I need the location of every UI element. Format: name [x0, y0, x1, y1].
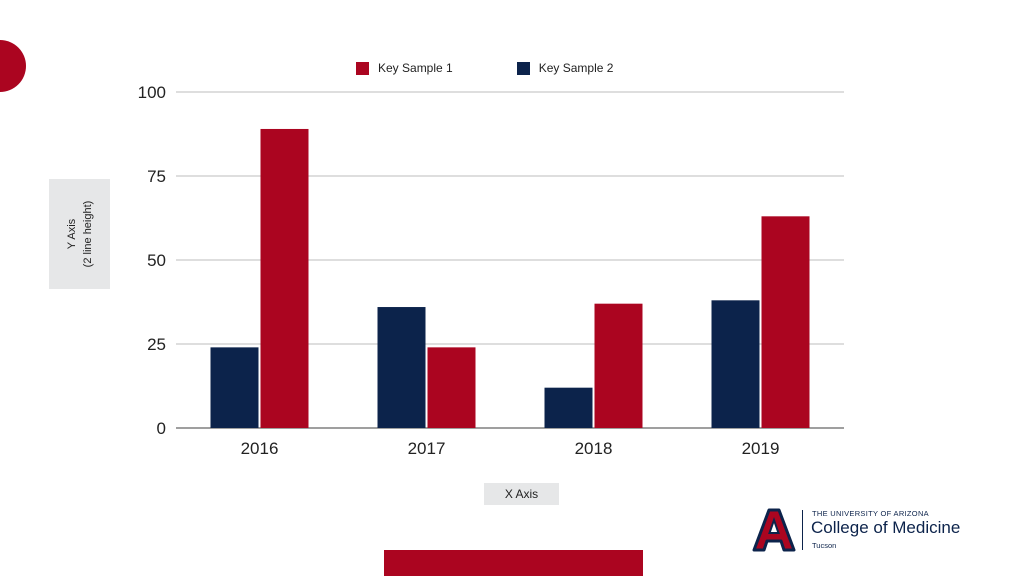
y-axis-label-line2: (2 line height): [81, 200, 94, 268]
x-tick-label-2017: 2017: [408, 439, 446, 458]
y-tick-label-25: 25: [147, 335, 166, 354]
x-axis-label-box: X Axis: [484, 483, 559, 505]
bar-key-sample-1-2016: [260, 128, 309, 428]
chart-legend: Key Sample 1 Key Sample 2: [356, 61, 613, 75]
y-axis-label: Y Axis (2 line height): [64, 201, 96, 268]
university-logo: THE UNIVERSITY OF ARIZONA College of Med…: [750, 506, 990, 556]
logo-divider: [802, 510, 803, 550]
university-of-arizona-a-logo-icon: [752, 508, 796, 552]
footer-red-bar: [384, 550, 643, 576]
bar-key-sample-2-2016: [210, 347, 259, 428]
y-tick-label-50: 50: [147, 251, 166, 270]
bar-key-sample-2-2018: [544, 387, 593, 428]
y-axis-label-line1: Y Axis: [65, 218, 78, 250]
bar-key-sample-1-2019: [761, 216, 810, 428]
legend-item-key-sample-1: Key Sample 1: [356, 61, 453, 75]
logo-college-name: College of Medicine: [811, 518, 961, 537]
x-tick-label-2019: 2019: [742, 439, 780, 458]
legend-item-key-sample-2: Key Sample 2: [516, 61, 614, 75]
x-tick-label-2018: 2018: [575, 439, 613, 458]
x-axis-label: X Axis: [504, 487, 539, 501]
legend-swatch-key-sample-2: [516, 61, 530, 75]
bar-key-sample-2-2017: [377, 307, 426, 428]
legend-swatch-key-sample-1: [356, 61, 369, 75]
y-axis-label-box: Y Axis (2 line height): [49, 179, 110, 289]
bar-key-sample-2-2019: [711, 300, 760, 428]
bar-key-sample-1-2018: [594, 303, 643, 428]
legend-label-key-sample-2: Key Sample 2: [538, 61, 614, 75]
y-tick-label-100: 100: [138, 83, 166, 102]
y-tick-label-0: 0: [157, 419, 166, 438]
y-tick-label-75: 75: [147, 167, 166, 186]
logo-campus-name: Tucson: [812, 541, 837, 550]
x-tick-label-2016: 2016: [241, 439, 279, 458]
legend-label-key-sample-1: Key Sample 1: [378, 61, 453, 75]
logo-university-name: THE UNIVERSITY OF ARIZONA: [812, 509, 929, 518]
bar-key-sample-1-2017: [427, 347, 476, 428]
